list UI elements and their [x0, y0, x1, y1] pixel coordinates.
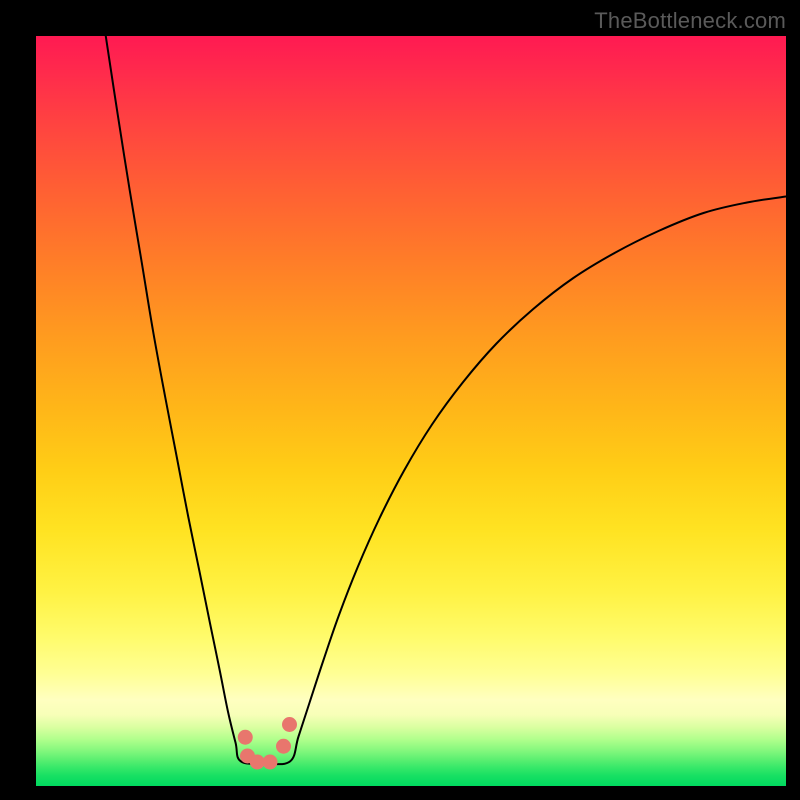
curve-layer — [36, 36, 786, 786]
watermark-label: TheBottleneck.com — [594, 8, 786, 34]
trough-marker — [276, 739, 291, 754]
trough-marker — [282, 717, 297, 732]
plot-area — [36, 36, 786, 786]
chart-stage: TheBottleneck.com — [0, 0, 800, 800]
bottleneck-curve — [106, 36, 786, 764]
trough-marker — [263, 755, 278, 770]
trough-marker — [238, 730, 253, 745]
